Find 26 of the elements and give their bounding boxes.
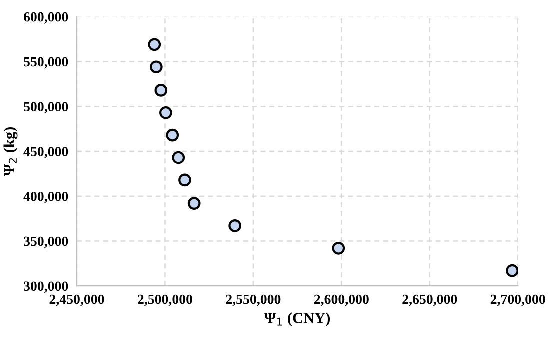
point bbox=[332, 242, 346, 255]
x-tick-label: 2,700,000 bbox=[490, 294, 546, 306]
point bbox=[166, 128, 180, 142]
x-tick-label: 2,550,000 bbox=[226, 294, 281, 306]
point bbox=[228, 220, 242, 232]
point bbox=[188, 197, 201, 210]
point bbox=[154, 84, 168, 97]
x-tick-label: 2,600,000 bbox=[314, 294, 369, 306]
point bbox=[148, 38, 162, 52]
y-tick-label: 300,000 bbox=[24, 282, 68, 294]
y-tick-label: 600,000 bbox=[24, 12, 68, 24]
point bbox=[150, 60, 163, 74]
y-tick-label: 500,000 bbox=[24, 102, 68, 114]
point bbox=[160, 106, 172, 120]
y-tick-label: 400,000 bbox=[24, 192, 68, 204]
y-tick-label: 350,000 bbox=[24, 236, 68, 248]
x-tick-label: 2,450,000 bbox=[50, 294, 104, 306]
point bbox=[178, 174, 192, 187]
point bbox=[172, 151, 186, 164]
x-axis-title: Ψ$_{1}$ (CNY) bbox=[264, 312, 330, 326]
x-tick-label: 2,650,000 bbox=[402, 294, 458, 306]
y-tick-label: 550,000 bbox=[24, 57, 68, 69]
y-axis-title: Ψ$_{2}$ (kg) bbox=[4, 127, 18, 176]
point bbox=[506, 264, 518, 278]
x-tick-label: 2,500,000 bbox=[138, 294, 192, 306]
y-tick-label: 450,000 bbox=[24, 147, 68, 158]
